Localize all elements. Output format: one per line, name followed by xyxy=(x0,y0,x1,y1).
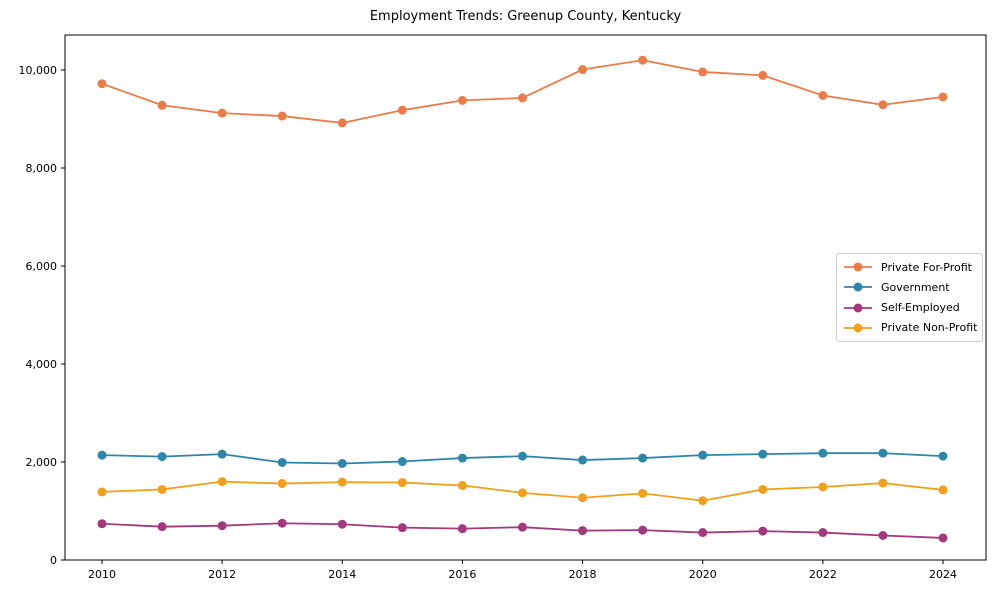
data-point-private-for-profit xyxy=(397,105,407,115)
x-tick-label: 2024 xyxy=(929,568,957,581)
legend-label: Private Non-Profit xyxy=(881,321,978,335)
x-tick-label: 2010 xyxy=(88,568,116,581)
data-point-private-non-profit xyxy=(578,493,588,503)
legend-label: Self-Employed xyxy=(881,301,960,315)
legend-line-marker-icon xyxy=(844,282,872,292)
data-point-private-for-profit xyxy=(578,65,588,75)
data-point-private-for-profit xyxy=(157,100,167,110)
y-tick-label: 10,000 xyxy=(19,64,58,77)
data-point-private-non-profit xyxy=(938,485,948,495)
data-point-government xyxy=(698,450,708,460)
data-point-government xyxy=(578,455,588,465)
legend-item: Government xyxy=(843,277,976,297)
data-point-private-non-profit xyxy=(97,487,107,497)
data-point-government xyxy=(157,452,167,462)
data-point-government xyxy=(337,458,347,468)
data-point-self-employed xyxy=(157,522,167,532)
data-point-private-non-profit xyxy=(157,484,167,494)
x-tick-label: 2012 xyxy=(208,568,236,581)
data-point-private-non-profit xyxy=(337,477,347,487)
data-point-government xyxy=(638,453,648,463)
legend-item: Private Non-Profit xyxy=(843,318,978,338)
data-point-private-for-profit xyxy=(638,55,648,65)
data-point-private-for-profit xyxy=(758,70,768,80)
data-point-private-for-profit xyxy=(277,111,287,121)
data-point-government xyxy=(277,457,287,467)
y-tick-label: 6,000 xyxy=(26,260,58,273)
data-point-private-non-profit xyxy=(638,488,648,498)
data-point-private-for-profit xyxy=(97,79,107,89)
legend-item: Private For-Profit xyxy=(843,257,976,277)
y-tick-label: 8,000 xyxy=(26,162,58,175)
data-point-self-employed xyxy=(277,518,287,528)
y-tick-label: 2,000 xyxy=(26,456,58,469)
data-point-government xyxy=(518,451,527,461)
legend-line-marker-icon xyxy=(844,323,872,333)
data-point-self-employed xyxy=(97,519,107,529)
data-point-self-employed xyxy=(518,522,527,532)
x-tick-label: 2014 xyxy=(328,568,356,581)
data-point-private-for-profit xyxy=(337,118,347,128)
data-point-private-for-profit xyxy=(938,92,948,102)
x-tick-label: 2016 xyxy=(448,568,476,581)
data-point-self-employed xyxy=(217,521,227,531)
data-point-government xyxy=(758,449,768,459)
x-tick-label: 2018 xyxy=(569,568,597,581)
data-point-self-employed xyxy=(578,526,588,536)
data-point-self-employed xyxy=(457,524,467,534)
data-point-self-employed xyxy=(638,525,648,535)
data-point-private-for-profit xyxy=(457,95,467,105)
x-tick-label: 2020 xyxy=(689,568,717,581)
data-point-private-non-profit xyxy=(397,478,407,488)
data-point-private-non-profit xyxy=(457,481,467,491)
chart-title: Employment Trends: Greenup County, Kentu… xyxy=(369,9,682,24)
x-tick-label: 2022 xyxy=(809,568,837,581)
legend-line-marker-icon xyxy=(844,303,872,313)
data-point-self-employed xyxy=(938,533,948,543)
data-point-private-non-profit xyxy=(217,477,227,487)
legend-label: Private For-Profit xyxy=(881,260,972,274)
data-point-self-employed xyxy=(698,528,708,538)
data-point-government xyxy=(938,451,948,461)
data-point-self-employed xyxy=(878,531,888,540)
data-point-government xyxy=(217,449,227,459)
series-line-private-for-profit xyxy=(101,59,944,124)
data-point-government xyxy=(457,453,467,463)
data-point-self-employed xyxy=(818,528,828,538)
data-point-private-non-profit xyxy=(758,484,768,494)
data-point-private-non-profit xyxy=(518,488,527,498)
y-tick-label: 0 xyxy=(50,554,57,567)
data-point-private-for-profit xyxy=(698,67,708,77)
y-tick-label: 4,000 xyxy=(26,358,58,371)
data-point-private-for-profit xyxy=(818,90,828,100)
data-point-private-non-profit xyxy=(818,482,828,492)
data-point-private-for-profit xyxy=(217,108,227,118)
data-point-private-non-profit xyxy=(878,478,888,488)
data-point-self-employed xyxy=(337,519,347,529)
legend-item: Self-Employed xyxy=(843,298,976,318)
data-point-government xyxy=(97,450,107,460)
data-point-private-non-profit xyxy=(698,496,708,506)
data-point-self-employed xyxy=(397,523,407,533)
data-point-private-for-profit xyxy=(878,100,888,110)
legend-label: Government xyxy=(881,280,950,294)
data-point-private-non-profit xyxy=(277,479,287,489)
data-point-government xyxy=(397,457,407,467)
legend: Private For-Profit Government Self-Employe… xyxy=(836,253,983,342)
data-point-self-employed xyxy=(758,526,768,536)
legend-line-marker-icon xyxy=(844,262,872,272)
axes-spines xyxy=(64,34,987,561)
data-point-government xyxy=(878,448,888,458)
data-point-government xyxy=(818,448,828,458)
data-point-private-for-profit xyxy=(518,93,527,103)
